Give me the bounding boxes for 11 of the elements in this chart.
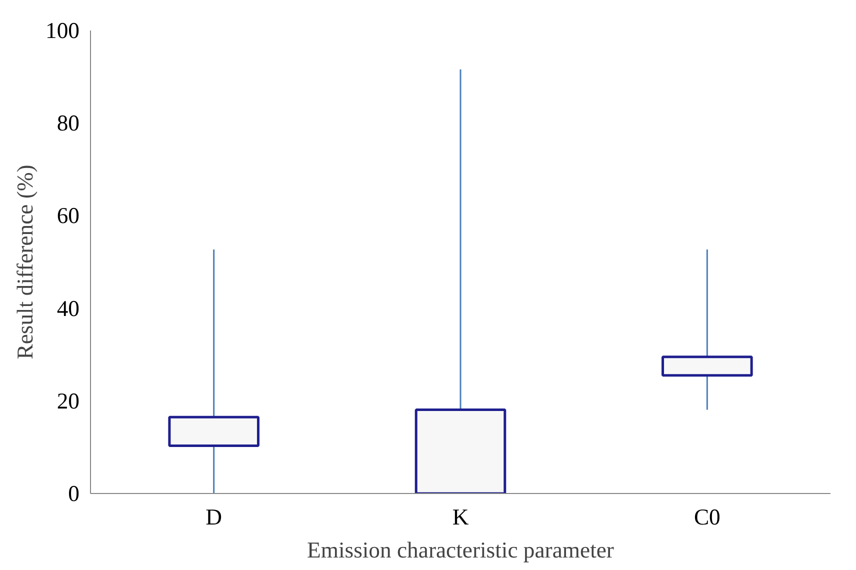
y-tick-label: 20 (56, 388, 80, 414)
y-axis-title: Result difference (%) (12, 164, 38, 360)
x-tick-label: C0 (694, 504, 720, 530)
y-tick-label: 60 (56, 203, 80, 228)
y-tick-label: 100 (46, 18, 80, 43)
x-axis-title: Emission characteristic parameter (307, 538, 614, 562)
x-tick-label: D (206, 504, 222, 530)
y-tick-label: 0 (68, 481, 80, 506)
y-tick-label: 80 (56, 110, 80, 136)
y-tick-label: 40 (56, 296, 80, 321)
x-tick-label: K (452, 504, 470, 530)
